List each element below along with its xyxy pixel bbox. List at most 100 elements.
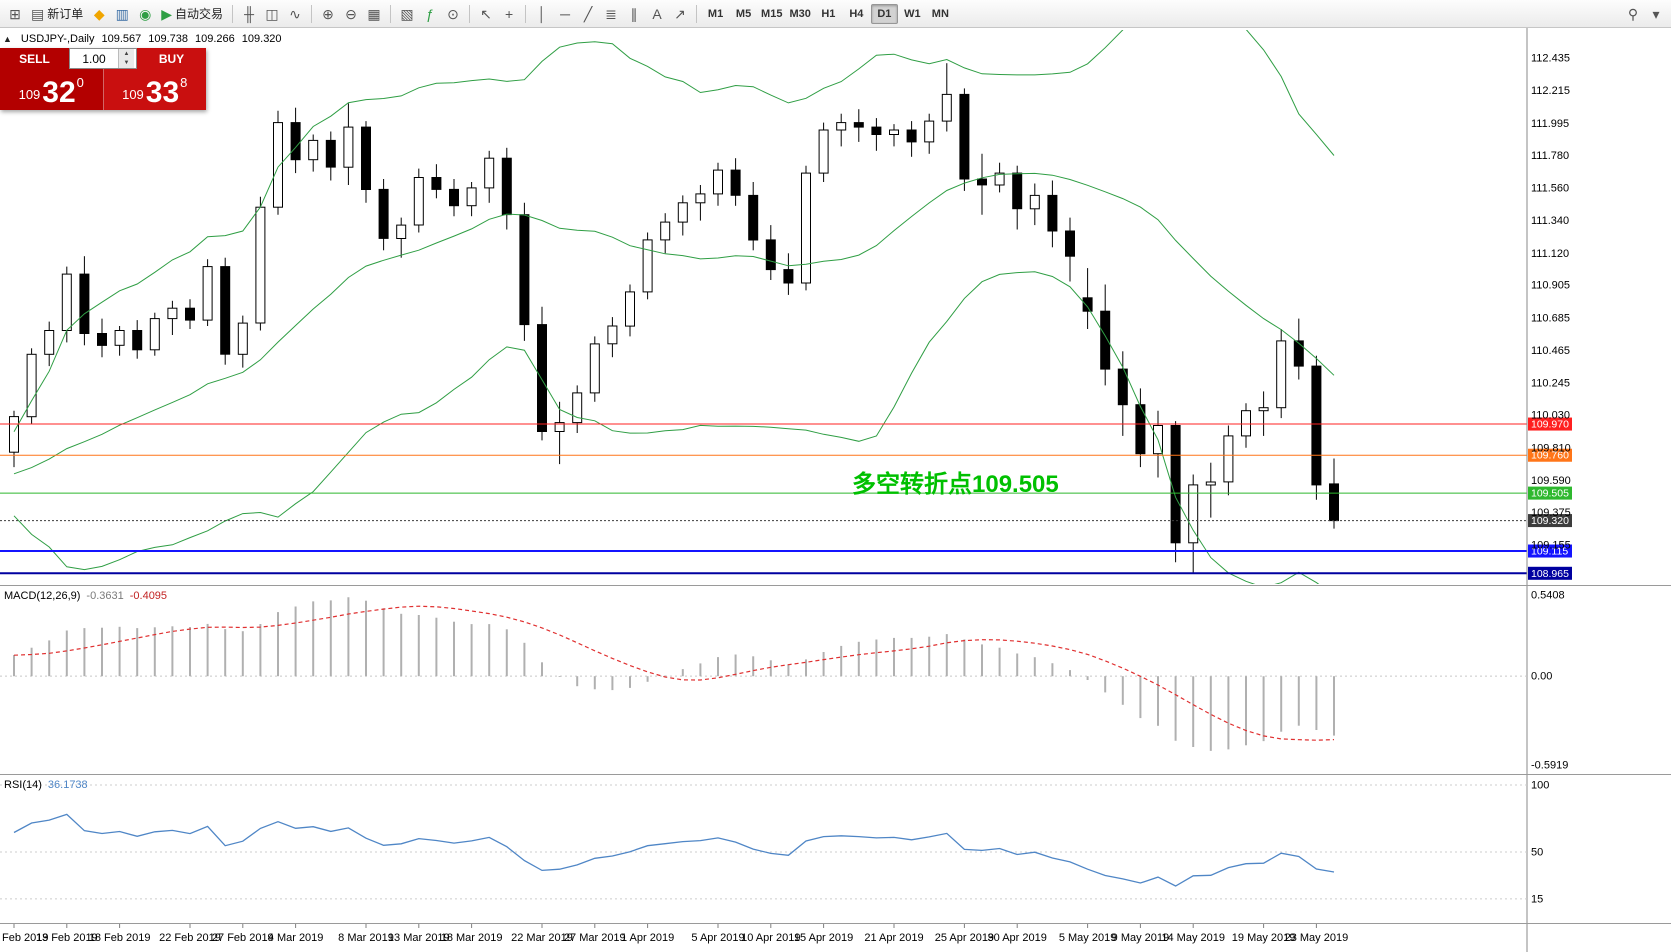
timeframe-h4-button[interactable]: H4: [843, 4, 870, 24]
timeframe-d1-button[interactable]: D1: [870, 3, 898, 24]
channel-button[interactable]: ∥: [623, 3, 645, 25]
timeframe-m5-button[interactable]: M5: [730, 4, 757, 24]
zoom-out-icon: ⊖: [345, 5, 357, 22]
chart-canvas[interactable]: 109.970 109.760 109.505 109.320 109.115 108.9…: [0, 28, 1671, 952]
candle: [449, 188, 459, 207]
search-icon: ⚲: [1627, 5, 1639, 22]
new-chart-button[interactable]: ⊞: [4, 3, 26, 25]
collapse-panel-toggle[interactable]: ▲: [3, 34, 12, 44]
search-button[interactable]: ⚲: [1622, 3, 1644, 25]
chart-line-button[interactable]: ∿: [284, 3, 306, 25]
candle: [484, 157, 495, 189]
sell-price-prefix: 109: [18, 87, 41, 102]
metaeditor-button[interactable]: ◆: [88, 3, 110, 25]
bollinger-lower: [13, 271, 1320, 584]
volume-up-button[interactable]: ▲: [119, 49, 134, 59]
annotation-text[interactable]: 多空转折点109.505: [852, 471, 1059, 498]
tile-windows-button[interactable]: ▦: [363, 3, 385, 25]
rsi-label: RSI(14) 36.1738: [4, 779, 88, 791]
price-tag-109.505[interactable]: [1528, 486, 1572, 500]
svg-text:112.435: 112.435: [1531, 53, 1570, 65]
timeframe-w1-button[interactable]: W1: [899, 4, 926, 24]
svg-text:109.115: 109.115: [1531, 546, 1568, 558]
cursor-icon: ↖: [480, 5, 492, 22]
macd-value-signal: -0.4095: [129, 590, 168, 602]
horizontal-line-button[interactable]: ─: [554, 3, 576, 25]
sell-button[interactable]: SELL: [0, 48, 69, 69]
timeframe-m1-button[interactable]: M1: [702, 4, 729, 24]
timeframe-mn-button[interactable]: MN: [927, 4, 954, 24]
candle: [1047, 194, 1058, 232]
price-tag-109.320[interactable]: [1528, 514, 1572, 528]
svg-text:13 Mar 2019: 13 Mar 2019: [388, 932, 450, 944]
price-tag-109.760[interactable]: [1528, 448, 1572, 462]
price-tag-109.970[interactable]: [1528, 417, 1572, 431]
timeframe-h1-button[interactable]: H1: [815, 4, 842, 24]
more-icon: ▾: [1652, 5, 1660, 22]
chart-candles-button[interactable]: ◫: [261, 3, 283, 25]
candle: [713, 169, 723, 195]
market-watch-button[interactable]: ▥: [111, 3, 133, 25]
candle: [1135, 404, 1146, 455]
sell-price-big: 32: [42, 76, 76, 109]
candle: [941, 93, 952, 122]
zoom-in-icon: ⊕: [322, 5, 334, 22]
chart-bars-button[interactable]: ╫: [238, 3, 260, 25]
buy-price[interactable]: 109 33 8: [103, 69, 206, 110]
crosshair-button[interactable]: +: [498, 3, 520, 25]
toolbar-separator: [390, 4, 392, 23]
sell-price[interactable]: 109 32 0: [0, 69, 104, 110]
svg-text:25 Apr 2019: 25 Apr 2019: [935, 932, 994, 944]
indicators-button[interactable]: ƒ: [419, 3, 441, 25]
candle: [1293, 340, 1304, 367]
new-order-button[interactable]: ▤ 新订单: [27, 3, 87, 25]
zoom-in-button[interactable]: ⊕: [317, 3, 339, 25]
timeframe-m15-button[interactable]: M15: [758, 4, 785, 24]
price-tag-109.115[interactable]: [1528, 544, 1572, 558]
arrow-objects-button[interactable]: ↗: [669, 3, 691, 25]
svg-text:22 Feb 2019: 22 Feb 2019: [159, 932, 221, 944]
candle: [519, 214, 530, 326]
vertical-line-button[interactable]: │: [531, 3, 553, 25]
svg-text:21 Apr 2019: 21 Apr 2019: [864, 932, 923, 944]
fibonacci-button[interactable]: ≣: [600, 3, 622, 25]
svg-text:109.375: 109.375: [1531, 507, 1571, 519]
candle: [1329, 483, 1339, 522]
candle: [1100, 310, 1111, 370]
text-tool-icon: A: [652, 5, 662, 22]
trendline-button[interactable]: ╱: [577, 3, 599, 25]
svg-text:19 May 2019: 19 May 2019: [1232, 932, 1296, 944]
periods-button[interactable]: ⊙: [442, 3, 464, 25]
cursor-button[interactable]: ↖: [475, 3, 497, 25]
chart-bars-icon: ╫: [244, 5, 254, 22]
community-button[interactable]: ◉: [134, 3, 156, 25]
candle: [660, 221, 671, 241]
price-axis[interactable]: [1528, 28, 1671, 952]
timeframe-m30-button[interactable]: M30: [786, 4, 813, 24]
price-tag-108.965[interactable]: [1528, 566, 1572, 580]
volume-down-button[interactable]: ▼: [119, 58, 134, 68]
candle: [79, 273, 90, 335]
toolbar: ⊞ ▤ 新订单 ◆ ▥ ◉ ▶ 自动交易 ╫ ◫ ∿ ⊕ ⊖ ▦ ▧ ƒ ⊙ ↖ + │ ─ ╱ ≣ ∥ A ↗ M1 M5 M15 M3…: [0, 0, 1671, 28]
candle: [185, 307, 195, 321]
candle: [924, 120, 935, 143]
candle: [1258, 407, 1269, 412]
svg-text:18 Mar 2019: 18 Mar 2019: [441, 932, 503, 944]
svg-text:13 Feb 2019: 13 Feb 2019: [36, 932, 98, 944]
candle: [889, 129, 899, 135]
svg-text:9 May 2019: 9 May 2019: [1112, 932, 1169, 944]
volume-input[interactable]: [70, 49, 118, 68]
periods-icon: ⊙: [447, 5, 459, 22]
more-button[interactable]: ▾: [1645, 3, 1667, 25]
buy-button[interactable]: BUY: [137, 48, 206, 69]
arrange-windows-button[interactable]: ▧: [396, 3, 418, 25]
autotrading-button[interactable]: ▶ 自动交易: [157, 3, 227, 25]
candle: [466, 187, 477, 207]
text-tool-button[interactable]: A: [646, 3, 668, 25]
svg-text:22 Mar 2019: 22 Mar 2019: [511, 932, 573, 944]
zoom-out-button[interactable]: ⊖: [340, 3, 362, 25]
svg-text:1 Apr 2019: 1 Apr 2019: [621, 932, 674, 944]
candle: [765, 239, 776, 271]
candle: [871, 126, 882, 135]
svg-text:109.155: 109.155: [1531, 540, 1571, 552]
